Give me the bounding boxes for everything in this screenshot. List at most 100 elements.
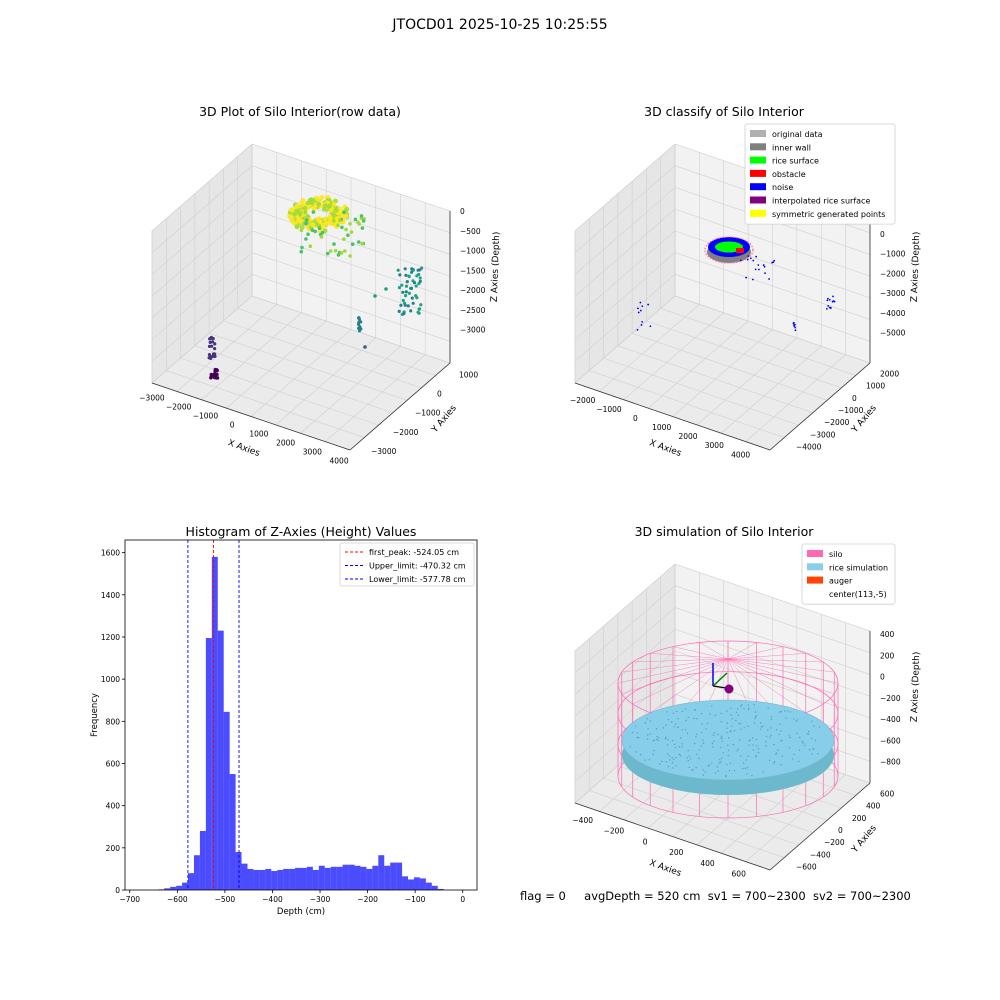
rice-point [669,759,671,761]
rice-point [737,708,739,710]
rice-point [770,716,773,718]
silo-wire [727,658,806,713]
rice-point [636,732,639,734]
raw-point [397,286,402,290]
y-tick-label: 0 [852,394,857,403]
raw-point [384,287,388,291]
legend-label: interpolated rice surface [772,197,870,206]
raw-point [407,291,411,295]
rice-point [673,743,676,746]
rice-point [740,704,743,706]
grid-line [251,274,451,342]
plot-frame [124,539,478,891]
rice-point [818,726,821,728]
raw-point [323,220,329,226]
rice-point [793,718,795,720]
silo-wire [699,642,729,660]
grid-line [226,320,327,409]
noise-point [793,323,796,326]
grid-line [745,354,846,442]
rice-point [747,755,749,757]
grid-line [696,337,798,426]
rice-point [702,769,704,771]
grid-line [646,320,842,389]
rice-point [739,755,742,757]
y-tick-label: 2000 [880,369,899,378]
grid-line [647,320,749,409]
noise-point [826,299,829,302]
rice-point [714,714,717,717]
raw-point [213,342,217,346]
rice-point [707,765,709,767]
silo-wire [632,658,729,705]
y-tick-label: −1000 [415,409,441,418]
rice-point [727,744,729,746]
z-tick-label: 0 [880,673,885,682]
rice-point [757,748,760,750]
z-tick-label: −5000 [880,329,906,338]
noise-point [828,298,831,301]
rice-point [693,717,695,720]
rice-point [762,725,764,727]
z-tick-label: −1000 [460,247,486,256]
raw-point [344,227,348,232]
rice-point [775,729,778,731]
rice-point [631,732,634,734]
grid-line [745,774,846,862]
legend-box [339,542,475,587]
rice-point [720,712,722,714]
rice-point [666,744,669,746]
y-tick-label: −2000 [824,418,850,427]
rice-point [681,710,683,712]
y-tick-label: −4000 [796,443,822,452]
raw-point [208,340,212,344]
rice-point [780,763,782,766]
rice-point [716,766,718,768]
legend-swatch [807,563,823,571]
rice-point [685,708,687,710]
rice-point [727,737,730,739]
rice-point [678,746,680,748]
y-axis-line [769,362,871,451]
z-tick-label: 0 [880,230,885,239]
raw-point [333,207,339,213]
grid-line [603,777,799,846]
y-tick-label: 600 [880,789,895,798]
noise-point [640,324,643,326]
rice-point [688,766,690,769]
raw-point [210,344,214,348]
legend-swatch [750,196,766,204]
raw-point [418,276,422,280]
rice-point [737,714,739,716]
z-tick-label: −3000 [460,326,486,335]
z-tick-label: −2500 [460,306,486,315]
rice-point [751,774,753,777]
histogram-bar [348,864,355,890]
grid-line [574,628,676,717]
grid-line [194,345,393,413]
rice-point [698,757,700,759]
rice-point [691,769,693,771]
grid-line [674,585,871,653]
grid-line [325,354,426,442]
rice-point [781,739,783,742]
grid-line [674,295,871,364]
raw-point [360,226,365,230]
raw-point [343,214,349,219]
grid-line [151,165,253,253]
rice-point [644,759,646,761]
legend-label: obstacle [772,170,806,179]
raw-point [295,203,300,209]
rice-point [773,761,776,763]
rice-point [696,753,698,755]
raw-point [404,284,409,288]
grid-line [574,607,676,695]
noise-point [828,306,831,309]
rice-point [753,704,755,706]
histogram-bar [277,869,284,890]
rice-point [808,730,810,733]
noise-point [825,307,828,310]
rice-point [745,759,747,761]
grid-line [275,337,376,426]
raw-point [338,218,342,222]
